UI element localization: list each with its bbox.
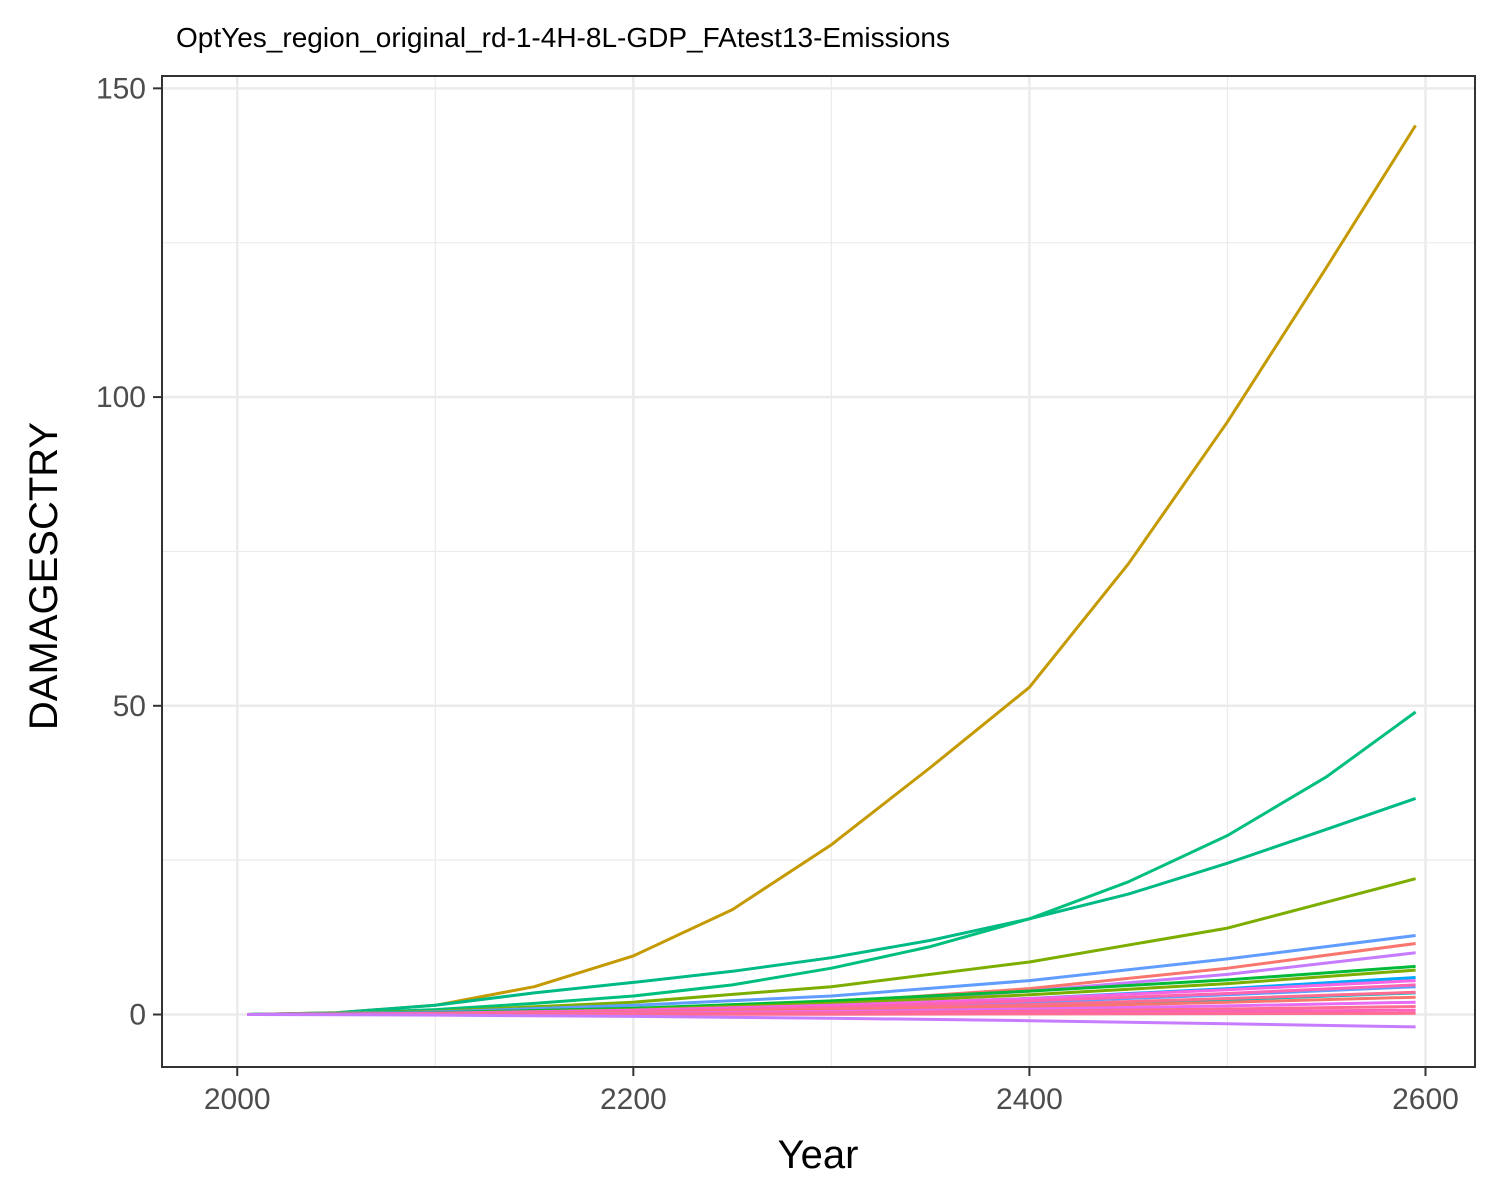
series-line (247, 1013, 1416, 1029)
y-tick-label: 100 (96, 381, 146, 414)
y-axis-title: DAMAGESCTRY (22, 422, 66, 730)
x-tick-label: 2400 (996, 1083, 1063, 1116)
series-lines (247, 124, 1417, 1029)
x-axis-title: Year (778, 1133, 859, 1177)
x-tick-label: 2000 (204, 1083, 271, 1116)
axes: 2000 2200 2400 2600 0 50 100 150 (96, 72, 1459, 1116)
y-tick-label: 0 (129, 999, 146, 1032)
x-tick-label: 2200 (600, 1083, 667, 1116)
series-line (247, 710, 1417, 1016)
series-line (247, 796, 1417, 1016)
y-tick-label: 50 (113, 690, 146, 723)
chart-title: OptYes_region_original_rd-1-4H-8L-GDP_FA… (176, 22, 950, 53)
y-tick-label: 150 (96, 72, 146, 105)
grid-lines (162, 76, 1475, 1067)
panel-border (161, 75, 1476, 1068)
x-tick-label: 2600 (1392, 1083, 1459, 1116)
